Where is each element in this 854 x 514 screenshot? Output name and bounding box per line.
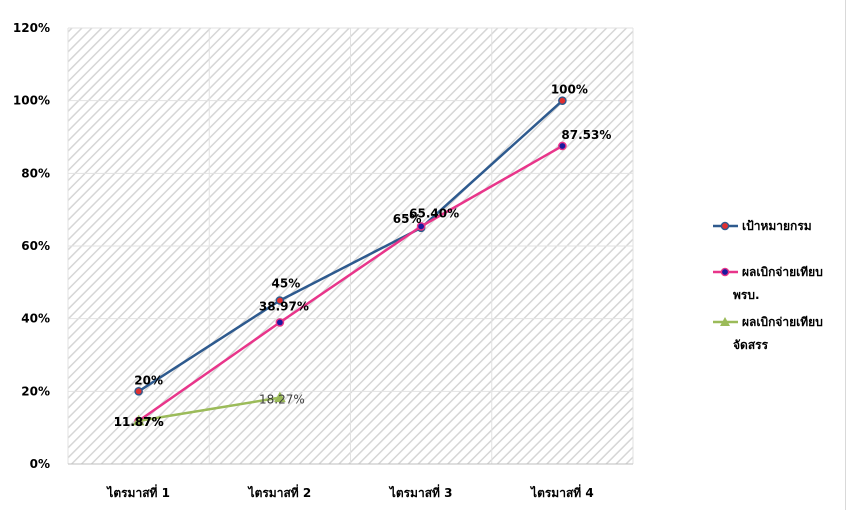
y-tick-label: 80% (21, 166, 50, 180)
legend-marker (720, 267, 730, 277)
data-label: 100% (551, 83, 588, 97)
frame-divider (845, 0, 846, 510)
x-tick-label: ไตรมาสที่ 3 (388, 484, 453, 500)
data-label: 18.27% (259, 393, 305, 407)
data-label: 38.97% (259, 299, 309, 313)
x-tick-label: ไตรมาสที่ 4 (529, 484, 594, 500)
data-label: 65.40% (409, 206, 459, 220)
y-tick-label: 40% (21, 312, 50, 326)
data-label: 11.87% (114, 415, 164, 429)
data-point (275, 296, 285, 305)
series-line (137, 144, 563, 422)
y-tick-label: 20% (21, 384, 50, 398)
y-tick-label: 60% (21, 239, 50, 253)
y-tick-label: 0% (30, 457, 50, 471)
data-label: 87.53% (561, 128, 611, 142)
data-label: 65% (393, 212, 422, 226)
series-line (137, 99, 564, 393)
legend-label: ผลเบิกจ่ายเทียบพรบ. (733, 265, 823, 302)
legend-marker (720, 317, 730, 326)
y-tick-label: 100% (13, 94, 50, 108)
data-point (275, 318, 285, 327)
data-point (274, 391, 286, 403)
data-point (132, 414, 145, 426)
y-tick-label: 120% (13, 21, 50, 35)
legend-marker (720, 221, 730, 231)
data-label: 11.87% (114, 415, 164, 429)
data-point (558, 141, 567, 151)
legend-label: เป้าหมายกรม (742, 219, 812, 233)
x-tick-label: ไตรมาสที่ 1 (105, 484, 170, 500)
data-point (558, 96, 567, 105)
legend-label: ผลเบิกจ่ายเทียบจัดสรร (733, 315, 823, 352)
series-line (138, 396, 281, 423)
data-label: 20% (134, 373, 163, 387)
data-point (416, 222, 426, 231)
x-tick-label: ไตรมาสที่ 2 (247, 484, 312, 500)
data-label: 45% (272, 277, 301, 291)
data-point (134, 387, 143, 396)
